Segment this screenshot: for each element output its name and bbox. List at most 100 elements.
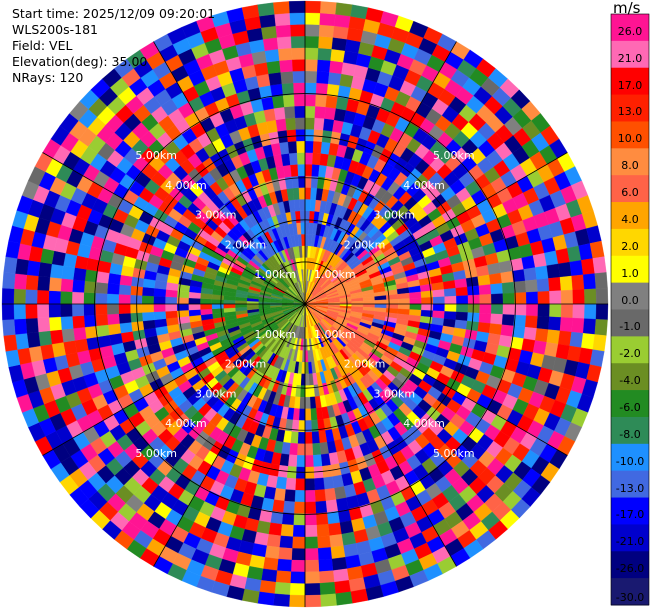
velocity-cell bbox=[594, 272, 608, 289]
velocity-cell bbox=[199, 303, 213, 310]
velocity-cell bbox=[312, 152, 322, 166]
range-label: 2.00km bbox=[344, 358, 386, 371]
range-label: 3.00km bbox=[195, 209, 237, 222]
velocity-cell bbox=[317, 535, 331, 549]
velocity-cell bbox=[83, 314, 97, 328]
velocity-cell bbox=[280, 524, 294, 537]
velocity-cell bbox=[304, 548, 319, 561]
velocity-cell bbox=[329, 60, 344, 74]
azimuth-lines bbox=[2, 1, 608, 607]
range-label: 5.00km bbox=[433, 447, 475, 460]
velocity-cell bbox=[456, 295, 469, 305]
colorbar-band bbox=[611, 363, 649, 391]
velocity-cell bbox=[293, 82, 306, 95]
velocity-cell bbox=[118, 284, 132, 296]
velocity-cell bbox=[281, 512, 295, 526]
velocity-cell bbox=[584, 288, 597, 305]
colorbar-label: 0.0 bbox=[621, 293, 639, 307]
velocity-cell bbox=[290, 24, 306, 37]
velocity-cell bbox=[285, 117, 297, 131]
velocity-cell bbox=[48, 290, 61, 305]
velocity-cell bbox=[304, 373, 310, 386]
velocity-cell bbox=[560, 289, 574, 305]
velocity-cell bbox=[272, 499, 285, 513]
velocity-cell bbox=[525, 303, 539, 317]
azimuth-line bbox=[153, 41, 306, 305]
velocity-cell bbox=[106, 283, 120, 295]
velocity-cell bbox=[319, 12, 336, 27]
velocity-cell bbox=[142, 319, 156, 330]
velocity-cell bbox=[498, 260, 513, 274]
velocity-cell bbox=[467, 294, 480, 305]
velocity-cell bbox=[106, 303, 119, 315]
range-label: 4.00km bbox=[165, 179, 207, 192]
colorbar-band bbox=[611, 121, 649, 149]
velocity-cell bbox=[26, 260, 41, 277]
colorbar-band bbox=[611, 309, 649, 337]
colorbar-label: -4.0 bbox=[619, 374, 641, 388]
velocity-cell bbox=[432, 303, 446, 312]
colorbar-band bbox=[611, 228, 649, 257]
azimuth-line bbox=[304, 303, 568, 456]
velocity-cell bbox=[141, 295, 154, 305]
velocity-cell bbox=[456, 303, 469, 313]
azimuth-line bbox=[304, 152, 568, 305]
velocity-cell bbox=[264, 545, 280, 560]
velocity-cell bbox=[319, 581, 336, 596]
velocity-cell bbox=[315, 512, 329, 526]
velocity-cell bbox=[83, 292, 96, 305]
velocity-cell bbox=[165, 289, 178, 298]
velocity-cell bbox=[409, 303, 422, 311]
velocity-cell bbox=[432, 296, 446, 305]
range-labels: 1.00km 1.00km 1.00km 1.00km 2.00km 2.00km 2.00… bbox=[135, 149, 474, 460]
velocity-cell bbox=[569, 260, 584, 277]
velocity-cell bbox=[49, 263, 64, 279]
velocity-cell bbox=[3, 334, 18, 352]
velocity-cell bbox=[491, 293, 504, 305]
velocity-cell bbox=[72, 279, 85, 293]
velocity-cell bbox=[350, 4, 369, 20]
velocity-cell bbox=[374, 299, 387, 305]
velocity-cell bbox=[502, 303, 515, 316]
colorbar-band bbox=[611, 578, 649, 606]
velocity-cell bbox=[477, 274, 491, 286]
velocity-cell bbox=[153, 287, 167, 297]
velocity-cell bbox=[304, 129, 315, 142]
colorbar-label: -2.0 bbox=[619, 347, 641, 361]
velocity-cell bbox=[298, 408, 306, 421]
velocity-cell bbox=[256, 73, 271, 88]
velocity-cell bbox=[327, 72, 342, 86]
velocity-cell bbox=[61, 265, 75, 280]
velocity-cell bbox=[257, 2, 275, 17]
velocity-cell bbox=[49, 329, 64, 345]
colorbar-label: -17.0 bbox=[615, 508, 645, 522]
velocity-cell bbox=[549, 290, 562, 305]
velocity-cell bbox=[350, 588, 369, 604]
velocity-cell bbox=[165, 310, 178, 319]
velocity-cell bbox=[571, 274, 585, 291]
velocity-cell bbox=[335, 497, 349, 512]
velocity-cell bbox=[294, 105, 306, 118]
nrays: NRays: 120 bbox=[12, 70, 84, 85]
velocity-cell bbox=[279, 59, 293, 73]
range-label: 3.00km bbox=[195, 387, 237, 400]
velocity-cell bbox=[304, 571, 320, 584]
velocity-cell bbox=[297, 431, 306, 445]
velocity-cell bbox=[317, 59, 331, 73]
velocity-cell bbox=[83, 280, 97, 294]
velocity-cell bbox=[523, 267, 537, 282]
colorbar-band bbox=[611, 282, 649, 310]
velocity-cell bbox=[48, 303, 61, 318]
velocity-cell bbox=[2, 272, 16, 289]
colorbar-label: 21.0 bbox=[617, 51, 643, 65]
velocity-cell bbox=[275, 118, 287, 132]
colorbar-band bbox=[611, 443, 649, 472]
velocity-cell bbox=[268, 72, 283, 86]
range-label: 1.00km bbox=[254, 328, 296, 341]
velocity-cell bbox=[589, 349, 605, 368]
velocity-cell bbox=[513, 280, 527, 294]
velocity-cell bbox=[5, 240, 21, 259]
velocity-cell bbox=[304, 0, 322, 14]
velocity-cell bbox=[525, 315, 538, 329]
velocity-cell bbox=[259, 14, 276, 28]
